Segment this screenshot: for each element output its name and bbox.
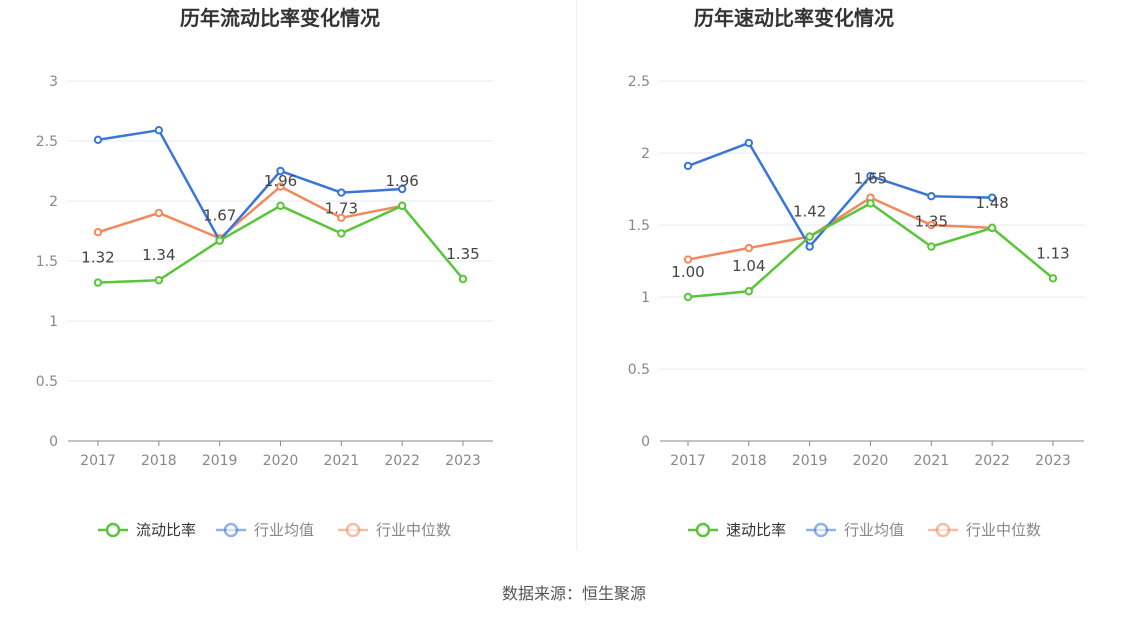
data-point-0 — [397, 201, 407, 211]
y-tick-label: 0 — [49, 434, 58, 450]
legend-marker-icon — [935, 522, 951, 538]
quick-ratio-chart: 历年速动比率变化情况 0 0.5 1 1.5 2 2.5 2017 2018 2019 2020 20… — [628, 6, 1084, 539]
data-point-2 — [927, 220, 936, 230]
legend-marker-icon — [345, 522, 361, 538]
panel-divider — [576, 0, 577, 550]
series-line-2 — [97, 185, 403, 240]
data-point-2 — [337, 213, 346, 223]
data-point-0 — [93, 278, 103, 287]
x-tick-label: 2019 — [202, 453, 238, 469]
data-point-0 — [458, 274, 468, 284]
chart-title: 历年流动比率变化情况 — [180, 6, 380, 30]
legend-label: 行业均值 — [844, 521, 904, 539]
data-point-0 — [987, 223, 997, 233]
data-point-1 — [276, 166, 285, 176]
legend-marker-icon — [813, 522, 829, 538]
y-tick-label: 3 — [49, 74, 58, 90]
series-line-0 — [97, 204, 464, 284]
x-tick-label: 2020 — [853, 453, 889, 469]
x-tick-label: 2022 — [384, 453, 420, 469]
data-point-1 — [805, 242, 814, 251]
data-point-2 — [744, 243, 754, 253]
data-point-1 — [744, 138, 754, 148]
data-label: 1.65 — [854, 169, 887, 187]
data-label: 1.67 — [203, 207, 236, 225]
data-point-1 — [866, 171, 875, 181]
x-tick-label: 2018 — [141, 453, 177, 469]
current-ratio-chart: 历年流动比率变化情况 0 0.5 1 1.5 2 2.5 3 2017 2018 2019 2020 2… — [36, 6, 493, 539]
legend-label: 行业中位数 — [966, 521, 1041, 539]
legend-label: 流动比率 — [136, 521, 196, 539]
data-label: 1.13 — [1036, 244, 1069, 262]
data-point-2 — [93, 228, 103, 237]
series-line-1 — [97, 128, 403, 243]
series-line-1 — [687, 141, 993, 249]
data-point-0 — [683, 292, 693, 302]
x-tick-label: 2017 — [80, 453, 116, 469]
chart-title: 历年速动比率变化情况 — [694, 6, 894, 30]
data-point-0 — [154, 276, 164, 285]
data-label: 1.32 — [81, 249, 114, 267]
legend-marker-icon — [105, 522, 121, 538]
y-tick-label: 2 — [49, 194, 58, 210]
y-tick-label: 1 — [49, 314, 58, 330]
x-tick-label: 2023 — [445, 453, 481, 469]
y-tick-label: 1.5 — [628, 218, 650, 234]
x-tick-label: 2023 — [1035, 453, 1071, 469]
data-point-1 — [93, 135, 103, 145]
data-label: 1.48 — [975, 194, 1008, 212]
x-tick-label: 2017 — [670, 453, 706, 469]
legend-marker-icon — [223, 522, 239, 538]
y-tick-label: 1.5 — [36, 254, 58, 270]
data-point-1 — [154, 126, 164, 135]
data-point-1 — [987, 193, 997, 202]
data-label: 1.73 — [325, 199, 358, 217]
y-tick-label: 0.5 — [36, 374, 58, 390]
data-label: 1.34 — [142, 246, 175, 264]
data-point-0 — [276, 201, 285, 211]
x-tick-label: 2021 — [913, 453, 949, 469]
data-point-0 — [337, 229, 346, 238]
legend-label: 速动比率 — [726, 521, 786, 539]
legend-marker-icon — [695, 522, 711, 538]
x-tick-label: 2022 — [974, 453, 1010, 469]
data-point-0 — [866, 199, 875, 208]
data-point-1 — [337, 188, 346, 197]
data-label: 1.00 — [671, 263, 704, 281]
y-tick-label: 2.5 — [628, 74, 650, 90]
y-tick-label: 2.5 — [36, 134, 58, 150]
data-point-0 — [805, 232, 814, 241]
data-label: 1.96 — [385, 172, 418, 190]
data-point-2 — [683, 255, 693, 264]
legend-label: 行业中位数 — [376, 521, 451, 539]
y-tick-label: 0.5 — [628, 362, 650, 378]
data-point-0 — [1048, 274, 1058, 283]
x-tick-label: 2021 — [323, 453, 359, 469]
data-point-1 — [397, 184, 407, 194]
data-point-2 — [154, 208, 164, 218]
series-line-2 — [687, 196, 993, 261]
y-tick-label: 2 — [641, 146, 650, 162]
data-point-0 — [215, 236, 224, 245]
data-label: 1.35 — [915, 213, 948, 231]
data-point-2 — [276, 182, 285, 191]
data-label: 1.42 — [793, 203, 826, 221]
data-label: 1.04 — [732, 257, 765, 275]
data-point-1 — [927, 192, 936, 201]
data-source-note: 数据来源：恒生聚源 — [501, 584, 646, 603]
legend-label: 行业均值 — [254, 521, 314, 539]
y-tick-label: 1 — [641, 290, 650, 306]
x-tick-label: 2020 — [263, 453, 299, 469]
y-tick-label: 0 — [641, 434, 650, 450]
data-label: 1.35 — [446, 245, 479, 263]
data-label: 1.96 — [264, 172, 297, 190]
data-point-1 — [683, 161, 693, 171]
data-point-0 — [927, 242, 936, 251]
data-point-0 — [744, 287, 754, 296]
x-tick-label: 2019 — [792, 453, 828, 469]
x-tick-label: 2018 — [731, 453, 767, 469]
